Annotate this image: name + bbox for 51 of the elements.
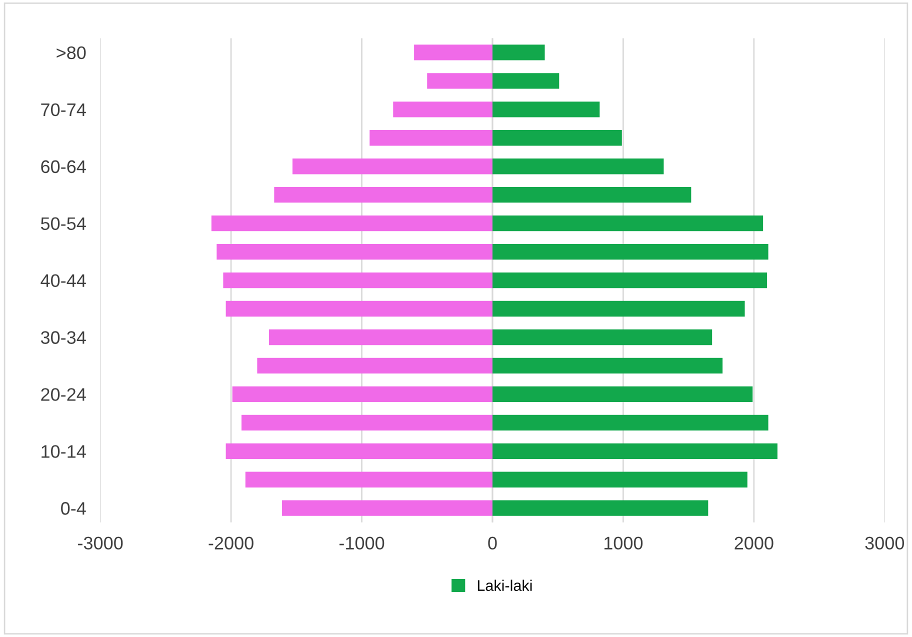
y-tick-label: 60-64 [41, 160, 86, 174]
bar [492, 102, 600, 118]
bar [492, 272, 767, 288]
bar [492, 187, 692, 203]
bar [492, 443, 778, 459]
x-tick-label: -1000 [339, 536, 384, 550]
bar [492, 73, 560, 89]
y-tick-label: >80 [56, 46, 86, 60]
bar [370, 130, 492, 146]
bar [492, 44, 545, 60]
bar [492, 329, 712, 346]
bar [245, 472, 492, 488]
x-tick-label: -2000 [208, 536, 254, 550]
bar [492, 244, 768, 260]
bar [492, 130, 622, 146]
y-tick-label: 40-44 [40, 274, 86, 287]
bar [232, 386, 492, 402]
legend-label: Laki-laki [478, 580, 532, 591]
bar [292, 158, 492, 174]
bar [216, 244, 492, 260]
bar [211, 215, 492, 232]
bar [492, 358, 723, 374]
bar [257, 358, 492, 374]
y-tick-label: 0-4 [61, 502, 86, 515]
x-tick-label: 1000 [604, 536, 643, 550]
bar [268, 329, 492, 346]
bar [492, 414, 768, 430]
bar [223, 272, 492, 288]
y-tick-label: 20-24 [41, 388, 86, 401]
y-tick-label: 50-54 [40, 217, 86, 230]
x-tick-label: 0 [488, 536, 497, 550]
bar [274, 187, 492, 203]
y-tick-label: 70-74 [41, 103, 86, 116]
x-tick-label: 2000 [734, 536, 774, 550]
y-tick-label: 10-14 [42, 445, 86, 458]
bar [492, 300, 745, 317]
bar [226, 443, 492, 459]
bar [492, 386, 753, 402]
bar [226, 300, 492, 317]
bar [492, 158, 664, 174]
bar [492, 500, 708, 516]
bar [492, 472, 748, 488]
bar [282, 500, 492, 516]
bar [242, 414, 492, 430]
bar [393, 102, 492, 118]
bar [427, 73, 492, 89]
bar [492, 215, 764, 232]
bar [414, 44, 492, 60]
y-tick-label: 30-34 [40, 331, 86, 344]
x-tick-label: 3000 [865, 536, 904, 550]
x-tick-label: -3000 [78, 536, 123, 550]
